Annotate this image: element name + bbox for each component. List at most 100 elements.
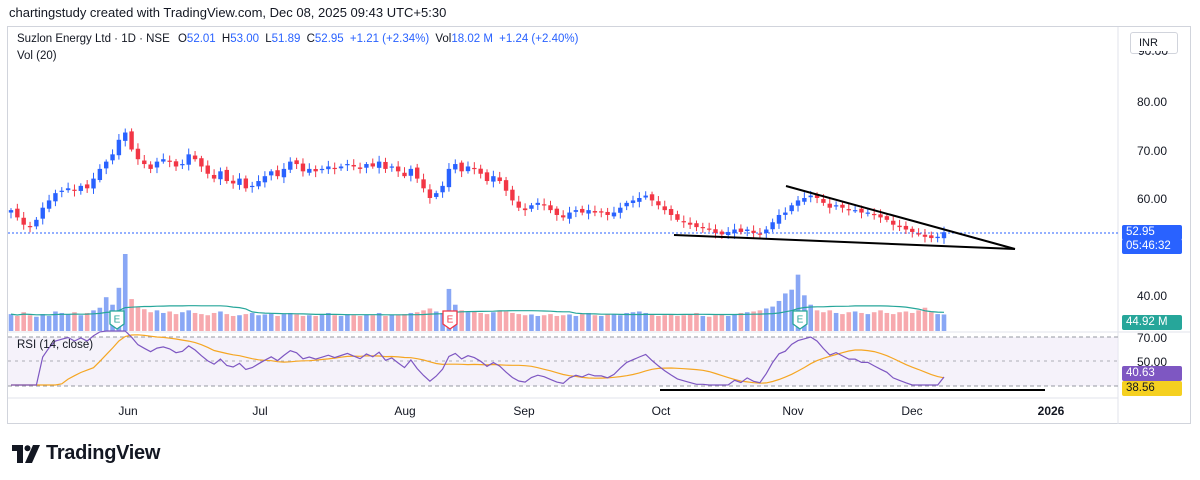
volume-bar bbox=[662, 315, 668, 331]
candle-body bbox=[592, 211, 598, 213]
volume-bar bbox=[814, 310, 820, 331]
close-label: C bbox=[306, 33, 315, 45]
volume-bar bbox=[389, 314, 395, 331]
volume-bar bbox=[103, 297, 109, 331]
volume-bar bbox=[821, 312, 826, 331]
candle-body bbox=[199, 158, 204, 167]
volume-bar bbox=[326, 312, 331, 331]
volume-bar bbox=[554, 315, 560, 331]
candle-body bbox=[719, 231, 725, 235]
candle-body bbox=[656, 201, 661, 206]
earnings-marker: E bbox=[442, 310, 458, 330]
volume-bar bbox=[687, 314, 693, 331]
candle-body bbox=[345, 164, 350, 166]
volume-bar bbox=[510, 312, 515, 331]
price-axis-label-partial: 90.00 bbox=[1138, 51, 1169, 58]
candle-body bbox=[738, 228, 744, 232]
candle-body bbox=[338, 166, 344, 169]
candle-body bbox=[808, 195, 813, 198]
volume-bar bbox=[472, 311, 477, 331]
volume-bar bbox=[763, 308, 769, 331]
rsi-line bbox=[11, 330, 945, 386]
volume-bar bbox=[897, 312, 902, 331]
candle-body bbox=[34, 219, 39, 227]
candle-body bbox=[745, 229, 750, 231]
candle-body bbox=[78, 185, 84, 191]
time-axis-label: Aug bbox=[394, 404, 416, 418]
volume-bar bbox=[484, 314, 490, 331]
volume-bar bbox=[624, 312, 629, 331]
volume-bar bbox=[776, 300, 782, 331]
volume-change: +1.24 (+2.40%) bbox=[499, 33, 579, 45]
candle-body bbox=[687, 222, 693, 225]
volume-bar bbox=[871, 312, 877, 331]
volume-bar bbox=[307, 315, 312, 331]
price-axis-label: 70.00 bbox=[1137, 144, 1168, 158]
time-axis-label: Sep bbox=[513, 404, 535, 418]
volume-bar bbox=[27, 315, 33, 331]
candle-body bbox=[732, 229, 737, 234]
candle-body bbox=[662, 206, 667, 211]
volume-bar bbox=[224, 314, 230, 331]
last-price-tag: 52.95 bbox=[1122, 225, 1182, 240]
volume-bar bbox=[338, 315, 344, 331]
high-label: H bbox=[221, 33, 231, 45]
candle-body bbox=[173, 161, 179, 167]
volume-bar bbox=[345, 314, 350, 331]
volume-bar bbox=[713, 315, 718, 331]
candle-body bbox=[395, 166, 401, 172]
candle-body bbox=[795, 200, 801, 206]
open-label: O bbox=[177, 33, 187, 45]
volume-bar bbox=[8, 314, 14, 331]
earnings-marker: E bbox=[792, 310, 808, 330]
volume-bar bbox=[294, 314, 299, 331]
volume-bar bbox=[548, 314, 553, 331]
volume-bar bbox=[929, 312, 934, 331]
candle-body bbox=[840, 204, 845, 208]
time-axis-label: 2026 bbox=[1037, 404, 1065, 418]
candle-body bbox=[421, 179, 426, 189]
volume-bar bbox=[287, 312, 293, 331]
candle-body bbox=[618, 207, 623, 213]
volume-bar bbox=[167, 311, 172, 331]
volume-bar bbox=[237, 315, 242, 331]
candle-body bbox=[941, 232, 947, 239]
volume-bar bbox=[21, 312, 26, 331]
volume-bar bbox=[402, 314, 407, 331]
candle-body bbox=[503, 180, 509, 191]
tradingview-logo-icon bbox=[12, 444, 40, 463]
candle-body bbox=[637, 198, 642, 202]
volume-bar bbox=[319, 314, 325, 331]
currency-button[interactable]: INR bbox=[1130, 32, 1178, 54]
tradingview-logo[interactable]: TradingView bbox=[12, 442, 160, 465]
volume-bar bbox=[611, 314, 617, 331]
symbol-legend[interactable]: Suzlon Energy Ltd · 1D · NSE O52.01 H53.… bbox=[17, 33, 578, 45]
volume-bar bbox=[573, 315, 579, 331]
rsi-indicator-label[interactable]: RSI (14, close) bbox=[17, 339, 94, 351]
volume-bar bbox=[909, 312, 915, 331]
volume-bar bbox=[40, 314, 46, 331]
chart-frame bbox=[7, 26, 1191, 424]
candle-body bbox=[326, 166, 331, 170]
volume-bar bbox=[465, 312, 471, 331]
rsi-axis-label: 70.00 bbox=[1137, 331, 1168, 345]
volume-bar bbox=[567, 314, 572, 331]
candle-body bbox=[929, 235, 934, 239]
volume-bar bbox=[433, 311, 439, 331]
candle-body bbox=[916, 233, 921, 235]
candle-body bbox=[27, 226, 33, 228]
candle-body bbox=[643, 195, 648, 198]
candle-body bbox=[446, 168, 452, 188]
volume-bar bbox=[313, 315, 318, 331]
volume-indicator-label[interactable]: Vol (20) bbox=[17, 50, 57, 62]
volume-bar bbox=[53, 311, 58, 331]
candle-body bbox=[681, 221, 686, 223]
rsi-band bbox=[8, 337, 1118, 386]
volume-bar bbox=[560, 315, 566, 331]
candle-body bbox=[757, 233, 763, 235]
volume-bar bbox=[122, 254, 128, 331]
volume-bar bbox=[446, 288, 452, 331]
candle-body bbox=[827, 203, 832, 208]
candle-body bbox=[567, 212, 572, 219]
